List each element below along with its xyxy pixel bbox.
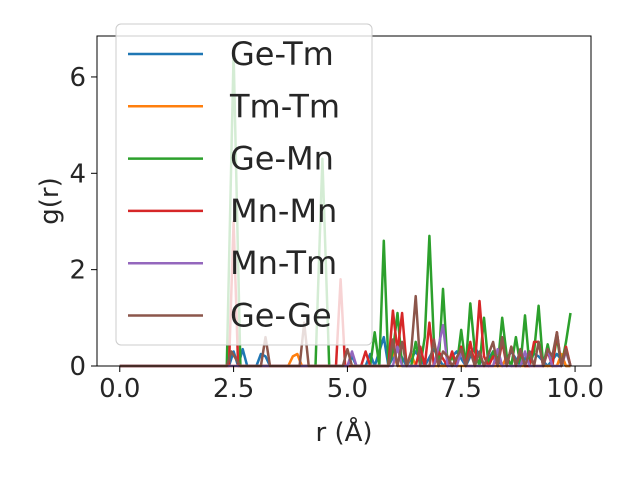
y-axis-label: g(r) xyxy=(35,177,65,224)
legend-label-mn-mn: Mn-Mn xyxy=(230,192,337,230)
y-tick-label: 4 xyxy=(69,159,86,189)
legend-label-ge-mn: Ge-Mn xyxy=(230,140,334,178)
x-axis-label: r (Å) xyxy=(315,416,372,448)
series-line-mn-mn xyxy=(119,220,572,368)
x-tick-label: 7.5 xyxy=(441,374,482,404)
x-tick-label: 0.0 xyxy=(99,374,140,404)
y-tick-label: 0 xyxy=(69,352,86,382)
x-tick-label: 5.0 xyxy=(327,374,368,404)
y-tick-label: 2 xyxy=(69,256,86,286)
legend-label-ge-tm: Ge-Tm xyxy=(230,35,334,73)
x-tick-label: 10.0 xyxy=(546,374,604,404)
legend-label-mn-tm: Mn-Tm xyxy=(230,244,337,282)
x-axis: 0.0 2.5 5.0 7.5 10.0 xyxy=(99,366,604,404)
legend-box xyxy=(115,23,373,346)
legend: Ge-Tm Tm-Tm Ge-Mn Mn-Mn Mn-Tm Ge-Ge xyxy=(115,23,373,346)
y-axis: 0 2 4 6 xyxy=(69,63,97,382)
y-tick-label: 6 xyxy=(69,63,86,93)
legend-label-tm-tm: Tm-Tm xyxy=(229,87,340,125)
x-tick-label: 2.5 xyxy=(213,374,254,404)
legend-label-ge-ge: Ge-Ge xyxy=(230,297,332,335)
